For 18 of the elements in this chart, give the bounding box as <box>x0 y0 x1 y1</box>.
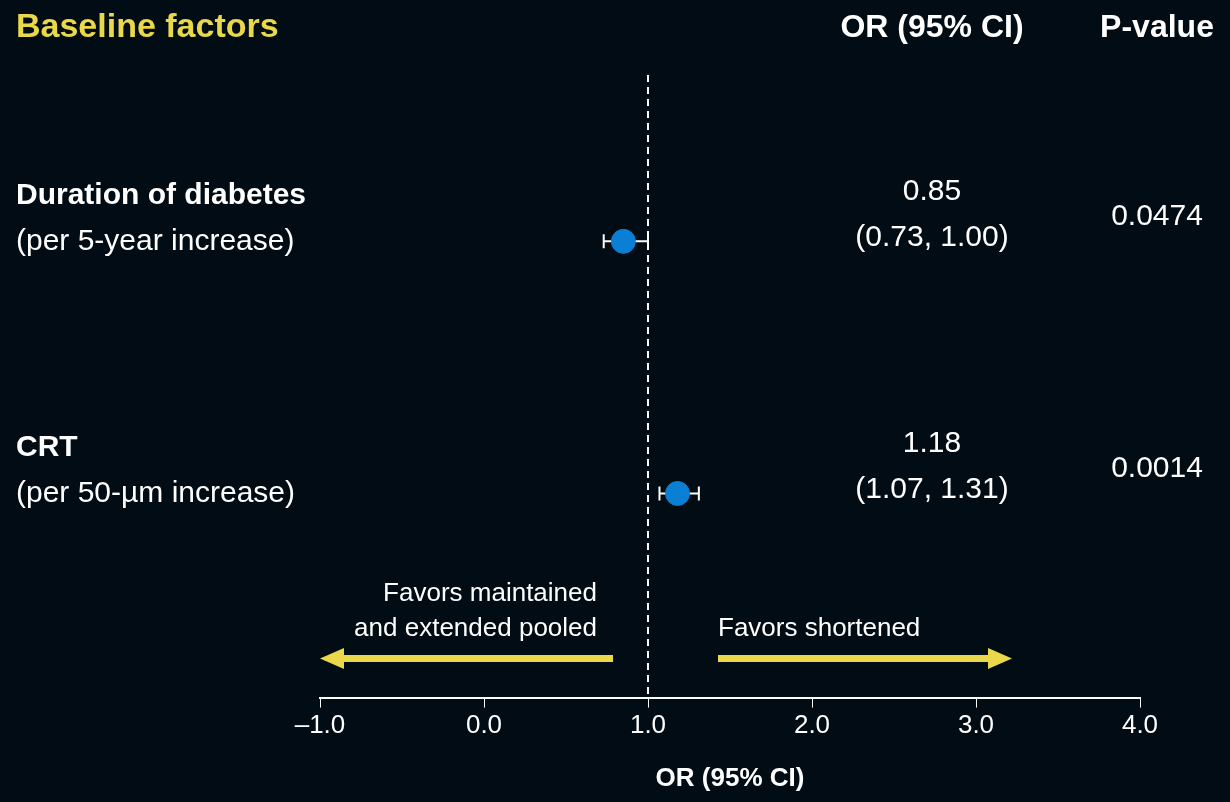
x-tick-label: 2.0 <box>793 709 831 740</box>
x-tick-label: 3.0 <box>957 709 995 740</box>
x-tick-label: 1.0 <box>629 709 667 740</box>
annotation: Favors shortened <box>718 612 921 643</box>
x-axis-title: OR (95% CI) <box>655 761 805 792</box>
annotation: 0.0474 <box>1111 197 1203 231</box>
annotation: 0.0014 <box>1111 449 1203 483</box>
x-tick-label: –1.0 <box>294 709 346 740</box>
annotation: 0.85 (0.73, 1.00) <box>855 172 1009 252</box>
text: P-value <box>1100 7 1214 44</box>
y-tick-label: Duration of diabetes (per 5-year increase) <box>16 176 307 256</box>
annotation: 1.18 (1.07, 1.31) <box>855 424 1009 504</box>
annotation: Favors maintained and extended pooled <box>354 577 597 643</box>
text: OR (95% CI) <box>840 7 1024 44</box>
y-tick-label: CRT (per 50-µm increase) <box>16 428 296 508</box>
x-tick-label: 4.0 <box>1121 709 1159 740</box>
chart-title: Baseline factors <box>16 6 279 45</box>
x-tick-label: 0.0 <box>465 709 503 740</box>
